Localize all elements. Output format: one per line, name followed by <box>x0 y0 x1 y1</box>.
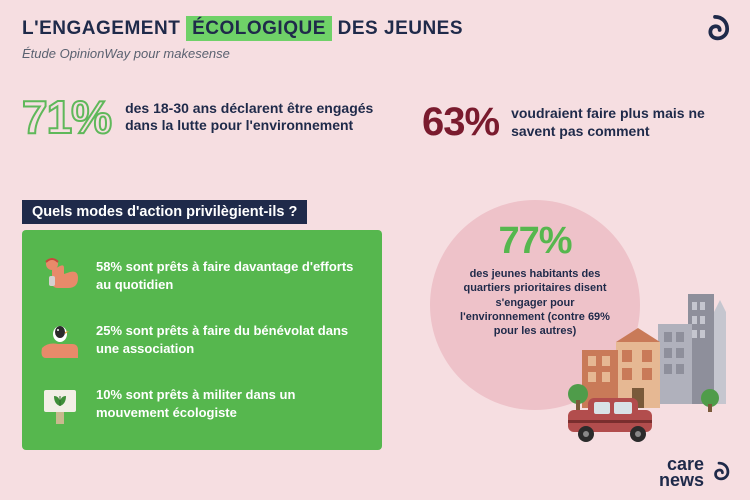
swirl-icon <box>708 461 730 483</box>
subtitle: Étude OpinionWay pour makesense <box>22 46 230 61</box>
title-accent: ÉCOLOGIQUE <box>186 16 332 41</box>
sign-leaf-icon <box>38 382 82 426</box>
action-row-3: 10% sont prêts à militer dans un mouveme… <box>38 382 366 426</box>
stat-63: 63% voudraient faire plus mais ne savent… <box>422 100 722 145</box>
stat-63-value: 63% <box>422 100 499 145</box>
stat-63-text: voudraient faire plus mais ne savent pas… <box>511 105 722 140</box>
page-title: L'ENGAGEMENT ÉCOLOGIQUE DES JEUNES <box>22 18 463 40</box>
stat-71-text: des 18-30 ans déclarent être engagés dan… <box>125 100 382 135</box>
infographic-root: L'ENGAGEMENT ÉCOLOGIQUE DES JEUNES Étude… <box>0 0 750 500</box>
action-row-2: 25% sont prêts à faire du bénévolat dans… <box>38 318 366 362</box>
hand-bird-icon <box>38 318 82 362</box>
action-text-1: 58% sont prêts à faire davantage d'effor… <box>96 258 366 293</box>
title-post: DES JEUNES <box>332 18 463 39</box>
action-box: 58% sont prêts à faire davantage d'effor… <box>22 230 382 450</box>
stat-71: 71% des 18-30 ans déclarent être engagés… <box>22 90 382 144</box>
swirl-icon <box>700 14 730 44</box>
title-pre: L'ENGAGEMENT <box>22 18 186 39</box>
action-text-3: 10% sont prêts à militer dans un mouveme… <box>96 386 366 421</box>
action-heading: Quels modes d'action privilègient-ils ? <box>22 200 307 224</box>
stat-71-value: 71% <box>22 90 111 144</box>
action-row-1: 58% sont prêts à faire davantage d'effor… <box>38 254 366 298</box>
action-text-2: 25% sont prêts à faire du bénévolat dans… <box>96 322 366 357</box>
brand-logo: care news <box>659 456 730 488</box>
flex-arm-icon <box>38 254 82 298</box>
stat-77-value: 77% <box>498 220 571 263</box>
city-illustration-icon <box>558 294 728 444</box>
brand-line2: news <box>659 472 704 488</box>
